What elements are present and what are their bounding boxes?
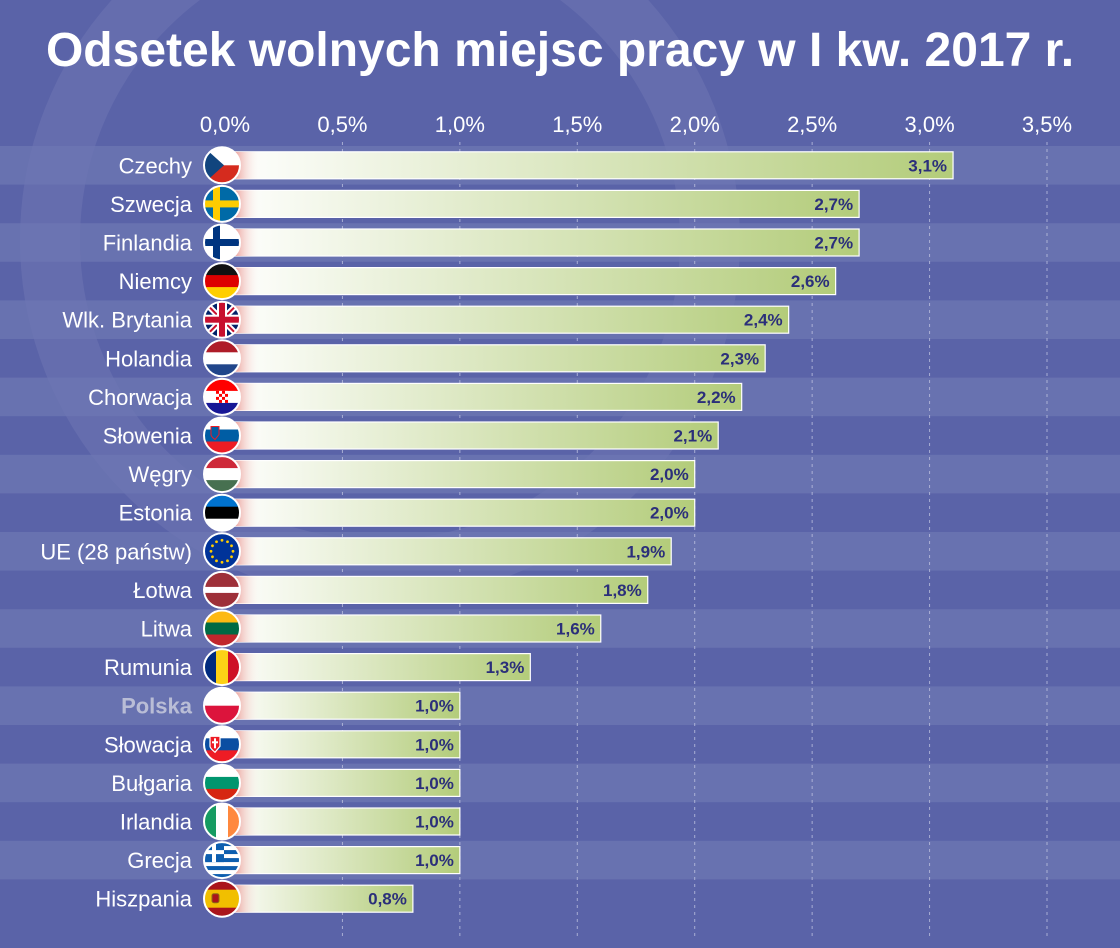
category-label: Niemcy [119,269,192,294]
category-label: Rumunia [104,655,193,680]
bar [224,305,790,334]
category-label: Estonia [119,501,193,526]
bar [224,228,860,257]
greece-flag-icon [203,841,241,880]
estonia-flag-icon [203,493,241,532]
data-label: 2,0% [650,465,689,484]
x-axis-ticks: 0,0% 0,5% 1,0% 1,5% 2,0% 2,5% 3,0% 3,5% [200,112,1072,137]
row-stripe [0,686,1120,725]
bar [224,460,696,489]
category-label: Czechy [119,153,192,178]
data-label: 1,0% [415,774,454,793]
x-tick-label: 0,5% [317,112,367,137]
poland-flag-icon [203,686,241,725]
bar [224,344,766,373]
czech-flag-icon [203,146,241,185]
hungary-flag-icon [203,455,241,494]
bar [224,691,461,720]
croatia-flag-icon [203,377,241,416]
bar [224,382,743,411]
data-label: 0,8% [368,890,407,909]
data-label: 2,6% [791,272,830,291]
eu-flag-icon [203,532,241,571]
category-label: Chorwacja [88,385,193,410]
netherlands-flag-icon [203,339,241,378]
data-label: 2,0% [650,504,689,523]
category-labels: Czechy Szwecja Finlandia Niemcy Wlk. Brytani… [40,153,192,911]
category-label: Polska [121,694,193,719]
bar [224,614,602,643]
bars: 3,1% 2,7% 2,7% 2,6% 2,4% 2,3% 2,2% 2,1% 2,0% 2,0%… [224,151,954,913]
x-tick-label: 2,0% [670,112,720,137]
data-label: 2,2% [697,388,736,407]
x-tick-label: 2,5% [787,112,837,137]
bar [224,845,461,875]
bar [224,151,954,180]
x-tick-label: 0,0% [200,112,250,137]
bar [224,537,672,566]
finland-flag-icon [203,223,241,262]
romania-flag-icon [203,648,241,687]
category-label: Wlk. Brytania [62,308,192,333]
data-label: 1,6% [556,620,595,639]
category-label: Szwecja [110,192,193,217]
category-label: Finlandia [103,231,193,256]
bar [224,267,837,296]
bar [224,189,860,218]
data-label: 2,7% [814,234,853,253]
bar [224,498,696,527]
category-label: Grecja [127,848,193,873]
row-stripe [0,840,1120,880]
chart-title: Odsetek wolnych miejsc pracy w I kw. 201… [46,24,1074,77]
data-label: 1,9% [626,542,665,561]
sweden-flag-icon [203,184,241,223]
category-label: Słowenia [103,424,193,449]
category-label: Hiszpania [95,887,192,912]
data-label: 1,3% [486,658,525,677]
uk-flag-icon [203,300,241,339]
flags [203,146,241,918]
spain-flag-icon [203,879,241,918]
category-label: UE (28 państw) [40,539,192,564]
category-label: Słowacja [104,732,193,757]
category-label: Węgry [128,462,192,487]
slovakia-flag-icon [203,725,241,764]
bar [224,575,649,605]
x-tick-label: 3,5% [1022,112,1072,137]
data-label: 1,8% [603,581,642,600]
lithuania-flag-icon [203,609,241,648]
data-label: 1,0% [415,697,454,716]
bar [224,768,461,798]
slovenia-flag-icon [203,416,241,455]
data-label: 2,7% [814,195,853,214]
category-label: Irlandia [120,810,193,835]
category-label: Litwa [141,617,193,642]
data-label: 2,3% [720,349,759,368]
bar [224,421,719,450]
bar [224,652,531,682]
bar [224,807,461,836]
latvia-flag-icon [203,570,241,609]
bulgaria-flag-icon [203,763,241,802]
data-label: 2,1% [673,427,712,446]
data-label: 3,1% [908,156,947,175]
data-label: 1,0% [415,735,454,754]
x-tick-label: 3,0% [904,112,954,137]
x-tick-label: 1,0% [435,112,485,137]
category-label: Bułgaria [111,771,192,796]
germany-flag-icon [203,262,241,301]
ireland-flag-icon [203,802,241,841]
data-label: 1,0% [415,851,454,870]
category-label: Łotwa [133,578,192,603]
data-label: 2,4% [744,311,783,330]
row-stripe [0,763,1120,803]
category-label: Holandia [105,346,193,371]
x-tick-label: 1,5% [552,112,602,137]
data-label: 1,0% [415,813,454,832]
